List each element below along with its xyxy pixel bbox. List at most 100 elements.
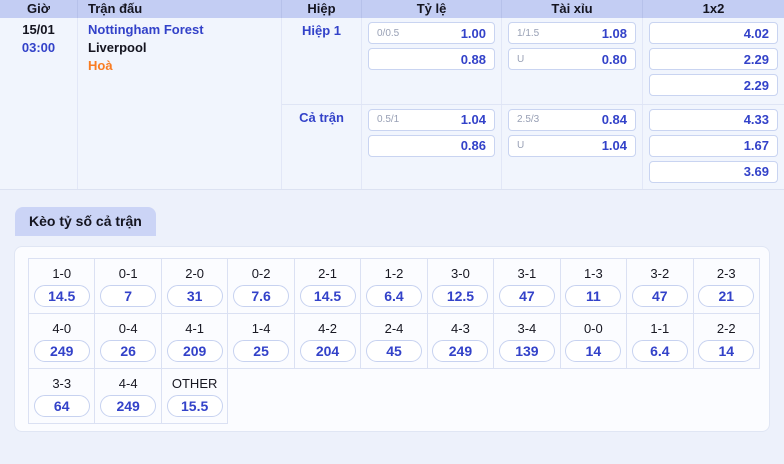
handicap-odds-button[interactable]: 0.5/1 1.04 <box>368 108 495 131</box>
score-label: 2-0 <box>185 266 205 281</box>
away-win-odds-button[interactable]: 3.69 <box>649 160 778 183</box>
draw-odds-button[interactable]: 2.29 <box>649 48 778 70</box>
handicap-odds-button[interactable]: 0.88 <box>368 48 495 70</box>
score-label: 2-2 <box>716 321 736 336</box>
under-odds-button[interactable]: U 1.04 <box>508 134 636 157</box>
score-label: 2-1 <box>318 266 337 281</box>
away-win-odds-value: 3.69 <box>743 164 769 179</box>
over-under-cell: 2.5/3 0.84 U 1.04 <box>502 104 643 189</box>
score-odds-button[interactable]: 14 <box>698 340 755 362</box>
tab-correct-score[interactable]: Kèo tỷ số cả trận <box>15 207 156 236</box>
score-label: 4-0 <box>52 321 72 336</box>
score-cell: 3-2 47 <box>627 259 694 314</box>
one-x-two-cell: 4.33 1.67 3.69 <box>643 105 784 190</box>
over-under-line: 1/1.5 <box>517 27 540 39</box>
score-odds-button[interactable]: 64 <box>33 395 90 417</box>
score-odds-button[interactable]: 7 <box>100 285 157 307</box>
draw-odds-value: 2.29 <box>743 51 769 67</box>
score-odds-button[interactable]: 249 <box>100 395 157 417</box>
score-odds-button[interactable]: 249 <box>33 340 90 362</box>
score-odds-button[interactable]: 31 <box>166 285 223 307</box>
correct-score-grid: 1-0 14.5 0-1 7 2-0 31 0-2 7.6 2-1 14.5 1… <box>28 258 760 424</box>
score-cell: 1-0 14.5 <box>29 259 96 314</box>
score-odds-button[interactable]: 249 <box>432 340 489 362</box>
home-team-link[interactable]: Nottingham Forest <box>88 22 204 37</box>
header-over-under: Tài xỉu <box>502 0 643 18</box>
score-label: 3-0 <box>451 266 470 281</box>
draw-odds-value: 1.67 <box>743 138 769 153</box>
home-win-odds-value: 4.33 <box>743 112 769 127</box>
score-odds-button[interactable]: 6.4 <box>631 340 688 362</box>
handicap-odds-button[interactable]: 0/0.5 1.00 <box>368 22 495 44</box>
header-1x2: 1x2 <box>702 1 725 16</box>
away-team: Liverpool <box>88 40 147 55</box>
score-odds-button[interactable]: 47 <box>498 285 555 307</box>
score-label: 4-1 <box>185 321 205 336</box>
score-odds-button[interactable]: 12.5 <box>432 285 489 307</box>
over-under-line: 2.5/3 <box>517 114 540 125</box>
score-odds-button[interactable]: 14.5 <box>299 285 356 307</box>
score-cell: 1-1 6.4 <box>627 314 694 369</box>
under-odds-button[interactable]: U 0.80 <box>508 48 636 70</box>
score-cell: 0-4 26 <box>95 314 162 369</box>
score-odds-button[interactable]: 45 <box>365 340 422 362</box>
score-cell: 2-0 31 <box>161 259 229 314</box>
over-odds-button[interactable]: 2.5/3 0.84 <box>508 108 636 131</box>
score-odds-button[interactable]: 14.5 <box>33 285 90 307</box>
match-teams-cell: Nottingham Forest Liverpool Hoà <box>78 18 282 189</box>
home-win-odds-button[interactable]: 4.33 <box>649 108 778 131</box>
score-label: 1-4 <box>251 321 271 336</box>
draw-odds-button[interactable]: 1.67 <box>649 134 778 157</box>
score-odds-button[interactable]: 7.6 <box>233 285 290 307</box>
under-odds-value: 0.80 <box>601 51 627 67</box>
score-label: 0-0 <box>583 321 603 336</box>
period-label: Hiệp 1 <box>282 18 362 104</box>
score-cell: 2-4 45 <box>361 314 428 369</box>
handicap-odds-value: 0.86 <box>460 138 486 153</box>
score-odds-button[interactable]: 139 <box>498 340 555 362</box>
score-label: 3-3 <box>52 376 72 391</box>
score-cell: 3-1 47 <box>494 259 561 314</box>
score-cell: 1-2 6.4 <box>361 259 428 314</box>
score-label: 0-1 <box>118 266 138 281</box>
header-match: Trận đấu <box>78 0 282 18</box>
score-cell: 3-4 139 <box>494 314 561 369</box>
score-label: 1-3 <box>583 266 603 281</box>
score-cell: 3-3 64 <box>29 369 96 424</box>
home-win-odds-button[interactable]: 4.02 <box>649 22 778 44</box>
score-cell: 2-2 14 <box>693 314 760 369</box>
handicap-odds-value: 0.88 <box>460 51 486 67</box>
under-label: U <box>517 53 525 65</box>
handicap-cell: 0/0.5 1.00 0.88 <box>362 18 502 104</box>
header-handicap: Tỷ lệ <box>362 0 502 18</box>
under-odds-value: 1.04 <box>601 138 627 153</box>
score-odds-button[interactable]: 15.5 <box>166 395 223 417</box>
away-win-odds-button[interactable]: 2.29 <box>649 74 778 96</box>
score-odds-button[interactable]: 11 <box>565 285 622 307</box>
score-odds-button[interactable]: 204 <box>299 340 356 362</box>
score-cell: OTHER 15.5 <box>161 369 229 424</box>
period-label: Cả trận <box>282 104 362 189</box>
score-cell: 0-2 7.6 <box>228 259 295 314</box>
score-odds-button[interactable]: 6.4 <box>365 285 422 307</box>
score-cell: 4-1 209 <box>161 314 229 369</box>
score-odds-button[interactable]: 209 <box>166 340 223 362</box>
score-label: 0-2 <box>251 266 271 281</box>
match-result-label: Hoà <box>88 58 113 73</box>
over-odds-button[interactable]: 1/1.5 1.08 <box>508 22 636 44</box>
match-kickoff-time: 03:00 <box>21 40 56 55</box>
score-label: 4-3 <box>451 321 470 336</box>
score-cell: 2-3 21 <box>693 259 760 314</box>
score-label: 2-3 <box>716 266 736 281</box>
handicap-odds-value: 1.00 <box>460 25 486 41</box>
score-odds-button[interactable]: 26 <box>100 340 157 362</box>
home-win-odds-value: 4.02 <box>743 25 769 41</box>
score-odds-button[interactable]: 14 <box>565 340 622 362</box>
score-cell: 0-0 14 <box>560 314 628 369</box>
handicap-odds-button[interactable]: 0.86 <box>368 134 495 157</box>
score-odds-button[interactable]: 47 <box>631 285 688 307</box>
score-odds-button[interactable]: 25 <box>233 340 290 362</box>
score-odds-button[interactable]: 21 <box>698 285 755 307</box>
score-label: 4-2 <box>318 321 337 336</box>
